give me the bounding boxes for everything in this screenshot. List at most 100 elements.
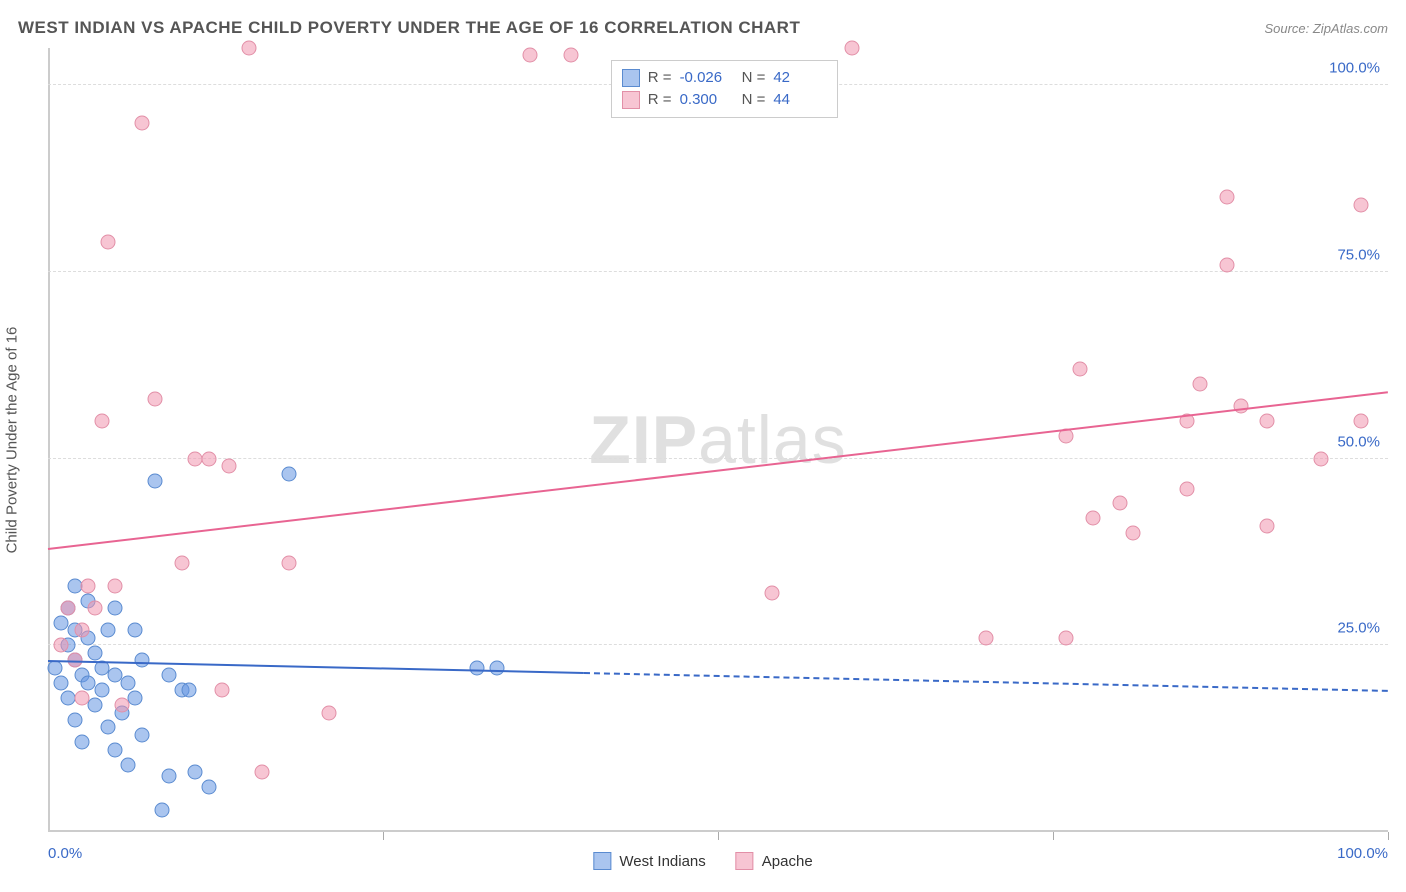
data-point [87,698,102,713]
data-point [148,391,163,406]
data-point [201,451,216,466]
data-point [322,705,337,720]
data-point [979,630,994,645]
x-tick [1388,832,1389,840]
data-point [161,769,176,784]
data-point [255,765,270,780]
data-point [1126,526,1141,541]
data-point [1072,362,1087,377]
data-point [1260,518,1275,533]
data-point [94,683,109,698]
data-point [121,757,136,772]
data-point [1314,451,1329,466]
legend-label: Apache [762,853,813,870]
data-point [1220,257,1235,272]
data-point [1354,414,1369,429]
data-point [154,802,169,817]
y-tick-label: 50.0% [1337,433,1380,450]
data-point [1233,399,1248,414]
stat-value: 44 [773,91,827,108]
y-tick-label: 25.0% [1337,620,1380,637]
data-point [1354,197,1369,212]
data-point [764,586,779,601]
data-point [67,713,82,728]
data-point [1086,511,1101,526]
swatch-icon [622,69,640,87]
x-tick [383,832,384,840]
data-point [101,623,116,638]
chart-area: ZIPatlas Child Poverty Under the Age of … [48,48,1388,832]
stat-value: -0.026 [680,69,734,86]
legend-item-apache: Apache [736,852,813,870]
gridline [48,458,1388,459]
swatch-icon [622,91,640,109]
data-point [1220,190,1235,205]
data-point [563,48,578,63]
stats-legend: R = -0.026 N = 42R = 0.300 N = 44 [611,60,839,118]
source-label: Source: ZipAtlas.com [1264,21,1388,36]
data-point [221,459,236,474]
data-point [175,556,190,571]
legend-item-west-indians: West Indians [593,852,705,870]
data-point [108,578,123,593]
data-point [215,683,230,698]
data-point [61,601,76,616]
plot-area: ZIPatlas Child Poverty Under the Age of … [48,48,1388,832]
y-axis-label: Child Poverty Under the Age of 16 [4,327,21,554]
stat-value: 0.300 [680,91,734,108]
data-point [242,41,257,56]
gridline [48,644,1388,645]
x-axis-label-right: 100.0% [1337,845,1388,862]
y-tick-label: 100.0% [1329,60,1380,77]
data-point [181,683,196,698]
data-point [101,720,116,735]
data-point [1180,481,1195,496]
data-point [128,690,143,705]
data-point [108,742,123,757]
data-point [523,48,538,63]
data-point [114,698,129,713]
stat-value: 42 [773,69,827,86]
data-point [108,601,123,616]
data-point [74,623,89,638]
trend-line [48,391,1388,550]
data-point [845,41,860,56]
data-point [161,668,176,683]
data-point [87,601,102,616]
stat-label: N = [742,69,766,86]
y-axis [48,48,50,832]
data-point [54,638,69,653]
data-point [54,675,69,690]
stats-row: R =0.300N =44 [622,89,828,111]
data-point [1113,496,1128,511]
data-point [128,623,143,638]
data-point [1260,414,1275,429]
x-tick [1053,832,1054,840]
data-point [81,578,96,593]
data-point [121,675,136,690]
data-point [188,765,203,780]
data-point [282,466,297,481]
data-point [101,235,116,250]
watermark: ZIPatlas [589,401,846,479]
data-point [469,660,484,675]
data-point [148,474,163,489]
data-point [1059,630,1074,645]
stats-row: R = -0.026 N = 42 [622,67,828,89]
gridline [48,271,1388,272]
swatch-icon [736,852,754,870]
legend-label: West Indians [619,853,705,870]
data-point [201,780,216,795]
data-point [134,727,149,742]
x-axis-label-left: 0.0% [48,845,82,862]
chart-title: WEST INDIAN VS APACHE CHILD POVERTY UNDE… [18,18,800,38]
data-point [94,414,109,429]
x-tick [718,832,719,840]
data-point [489,660,504,675]
data-point [134,115,149,130]
stat-label: N = [742,91,766,108]
data-point [282,556,297,571]
data-point [1193,377,1208,392]
y-tick-label: 75.0% [1337,247,1380,264]
stat-label: R = [648,69,672,86]
